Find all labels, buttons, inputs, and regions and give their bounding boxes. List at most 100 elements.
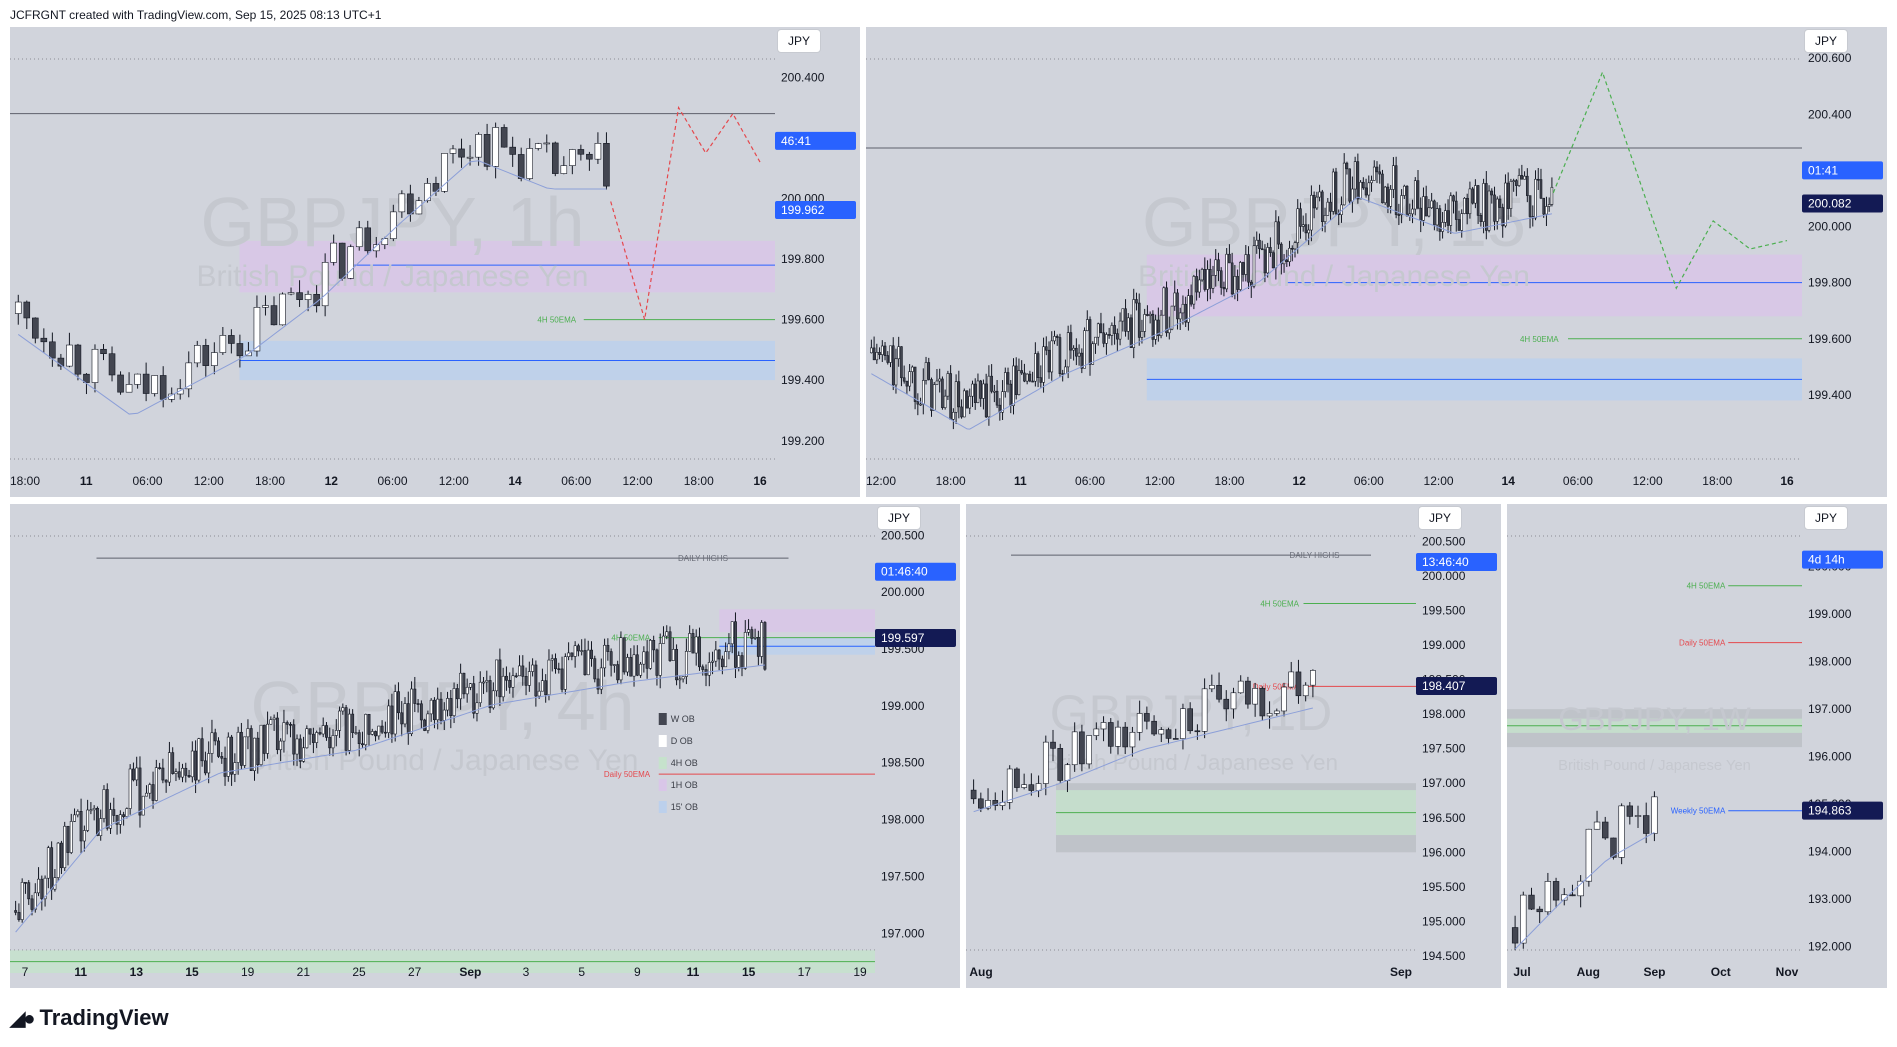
candle (311, 733, 315, 743)
last-price-tag (875, 629, 956, 648)
currency-button[interactable]: JPY (1418, 506, 1463, 530)
candle (1610, 837, 1617, 858)
x-tick-label: Sep (1390, 965, 1412, 979)
candle (569, 149, 576, 166)
candle (894, 358, 898, 386)
candle (233, 762, 237, 775)
y-tick-label: 197.500 (881, 869, 925, 883)
candle (200, 738, 204, 762)
candle (403, 703, 407, 725)
currency-button[interactable]: JPY (877, 506, 922, 530)
candle (83, 373, 90, 383)
candle (524, 676, 528, 686)
candle (56, 842, 60, 878)
candle (1468, 188, 1472, 215)
x-tick-label: 11 (1014, 474, 1027, 488)
candle (1329, 201, 1332, 212)
currency-button[interactable]: JPY (1804, 506, 1849, 530)
tradingview-brand[interactable]: ◢● TradingView (10, 1005, 169, 1031)
candle (406, 703, 410, 734)
x-tick-label: 3 (523, 965, 530, 979)
panel-4h[interactable]: GBPJPY, 4h British Pound / Japanese Yen DA… (10, 504, 960, 988)
y-tick-label: 200.000 (881, 585, 925, 599)
candle (1394, 165, 1398, 215)
candle (905, 380, 909, 387)
candle (1107, 722, 1114, 747)
candle (949, 373, 952, 420)
candle (1034, 353, 1037, 382)
candle (1044, 346, 1048, 351)
candle (1075, 347, 1078, 357)
panel-1w[interactable]: GBPJPY, 1W British Pound / Japanese Yen 4H… (1507, 504, 1887, 988)
candle (202, 345, 210, 366)
candle (1397, 214, 1401, 216)
candle (1552, 881, 1560, 901)
candle (639, 663, 643, 676)
candle (897, 346, 900, 360)
candle (1490, 190, 1494, 196)
candle (442, 709, 446, 721)
candle (364, 227, 372, 252)
candle (32, 317, 39, 339)
candle (1216, 685, 1222, 700)
candle (292, 724, 296, 755)
candle (1258, 239, 1261, 250)
candle (498, 659, 502, 698)
candle (1280, 243, 1283, 265)
candle (883, 345, 887, 356)
candle (1219, 270, 1223, 288)
ema-weekly-label: Weekly 50EMA (1671, 807, 1726, 816)
candle (534, 664, 538, 697)
ema-4h-label: 4H 50EMA (611, 634, 650, 643)
candle (1585, 828, 1593, 882)
candle (580, 650, 584, 652)
candle (508, 679, 512, 688)
panel-15m[interactable]: GBPJPY, 15 British Pound / Japanese Yen 4H… (866, 27, 1887, 497)
candle (526, 148, 534, 179)
candle (151, 375, 158, 394)
candle (1001, 391, 1004, 413)
candle (560, 668, 564, 690)
candle (321, 725, 325, 735)
candle (1096, 323, 1100, 338)
candle (1162, 287, 1166, 316)
candle (590, 649, 593, 659)
candle (1151, 313, 1155, 340)
candle (540, 680, 544, 692)
candle (720, 658, 724, 668)
candle (164, 779, 168, 783)
candle (642, 651, 646, 665)
currency-button[interactable]: JPY (1804, 29, 1849, 53)
candle (397, 691, 400, 714)
candle (449, 148, 457, 154)
candle (1225, 253, 1228, 290)
x-tick-label: 06:00 (1563, 474, 1593, 488)
candle (43, 877, 47, 900)
panel-1h[interactable]: GBPJPY, 1h British Pound / Japanese Yen 4H… (10, 27, 860, 497)
candle (1452, 195, 1455, 202)
candle (1438, 208, 1442, 232)
candle (1064, 366, 1067, 375)
candle (1260, 248, 1264, 251)
y-tick-label: 198.500 (881, 756, 925, 770)
candle (1061, 373, 1064, 375)
candle (1378, 171, 1382, 175)
candle (338, 242, 346, 279)
candle (338, 710, 342, 731)
candle (629, 657, 633, 677)
candle (1086, 735, 1092, 765)
watermark-subtitle: British Pound / Japanese Yen (1558, 758, 1751, 774)
candle (1277, 221, 1280, 245)
candle (472, 683, 476, 714)
currency-button[interactable]: JPY (777, 29, 822, 53)
candle (1206, 269, 1209, 290)
candle (1173, 292, 1177, 307)
x-tick-label: 18:00 (1214, 474, 1244, 488)
candle (304, 294, 312, 300)
candle (938, 378, 941, 382)
panel-1d[interactable]: GBPJPY, 1D British Pound / Japanese Yen DA… (966, 504, 1501, 988)
candle (1105, 334, 1108, 344)
candle (270, 305, 278, 326)
candle (1102, 332, 1105, 344)
